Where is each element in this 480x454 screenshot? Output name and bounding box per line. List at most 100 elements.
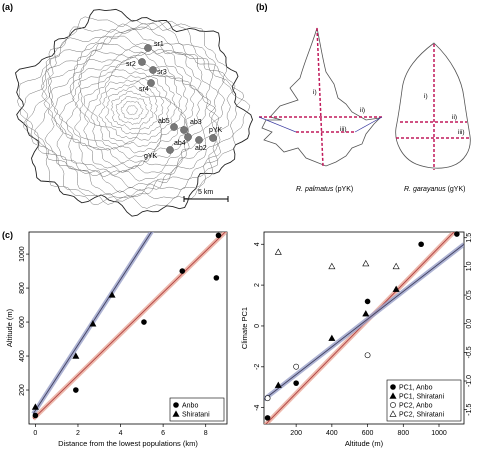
y2-tick-label: 0.5 bbox=[466, 290, 473, 300]
legend-box bbox=[169, 397, 225, 422]
data-point bbox=[215, 232, 222, 239]
y-tick-label: 4 bbox=[254, 242, 261, 246]
leaf-right-mark-iii: iii) bbox=[458, 129, 465, 136]
site-marker-sr2 bbox=[138, 58, 146, 66]
scale-bar: 5 km bbox=[183, 189, 229, 202]
altitude-distance-plot: 0 2 4 6 8 200 400 600 800 1000 Distance from the l… bbox=[5, 231, 228, 448]
leaf-left-mark-iii: iii) bbox=[340, 126, 347, 133]
scale-bar-label: 5 km bbox=[198, 189, 213, 196]
leaf-right-species: R. garayanus bbox=[404, 186, 446, 193]
y-tick-label: 600 bbox=[19, 316, 26, 328]
leaf-garayanus: i) ii) iii) bbox=[395, 42, 471, 170]
data-point bbox=[32, 412, 39, 419]
site-label-pYK: pYK bbox=[209, 127, 223, 134]
y2-tick-label: -1.0 bbox=[466, 375, 473, 387]
data-point bbox=[108, 291, 116, 298]
site-label-sr4: sr4 bbox=[139, 86, 149, 93]
data-point bbox=[293, 363, 300, 370]
x-tick-label: 2 bbox=[76, 430, 80, 437]
map-sites: sr1 sr2 sr3 sr4 ab5 ab3 ab4 ab2 pYK gYK bbox=[126, 41, 223, 160]
legend-label: PC2, Shiratani bbox=[399, 412, 445, 419]
contour-line bbox=[115, 96, 149, 125]
contour-line bbox=[74, 56, 189, 164]
site-marker-pYK bbox=[209, 134, 217, 142]
leaf-right-suffix: (gYK) bbox=[446, 186, 466, 193]
leaf-left-mark-i: i) bbox=[313, 89, 317, 96]
y-tick-label: -2 bbox=[254, 364, 261, 370]
legend-label: Shiratani bbox=[182, 412, 210, 419]
site-marker-ab5 bbox=[170, 123, 178, 131]
legend-marker bbox=[389, 410, 397, 417]
data-point bbox=[454, 231, 460, 237]
contour-line bbox=[120, 100, 144, 120]
y-tick-label: 1000 bbox=[19, 246, 26, 262]
contour-line bbox=[87, 75, 178, 148]
contour-line bbox=[50, 42, 217, 182]
contour-line bbox=[98, 81, 165, 140]
leaf-right-caption: R. garayanus (gYK) bbox=[404, 186, 465, 193]
legend-label: PC1, Shiratani bbox=[399, 394, 445, 401]
site-label-sr3: sr3 bbox=[157, 69, 167, 76]
legend-marker bbox=[389, 392, 397, 399]
contour-line bbox=[110, 90, 154, 130]
y2-tick-label: 1.5 bbox=[466, 233, 473, 243]
data-point bbox=[141, 319, 147, 325]
site-marker-sr3 bbox=[149, 66, 157, 74]
y-tick-label: 400 bbox=[19, 350, 26, 362]
leaf-right-mark-i: i) bbox=[424, 93, 428, 100]
site-marker-ab4 bbox=[184, 133, 192, 141]
contour-line bbox=[83, 69, 183, 154]
plot-frame bbox=[263, 231, 465, 425]
x-tick-label: 600 bbox=[362, 430, 374, 437]
data-point bbox=[328, 334, 336, 341]
site-marker-sr4 bbox=[147, 79, 155, 87]
site-marker-gYK bbox=[166, 146, 174, 154]
y-tick-label: 2 bbox=[254, 283, 261, 287]
y2-tick-label: 0.0 bbox=[466, 319, 473, 329]
site-marker-ab3 bbox=[180, 126, 188, 134]
contour-line bbox=[14, 8, 253, 217]
contour-line bbox=[20, 20, 245, 205]
x-tick-label: 8 bbox=[204, 430, 208, 437]
x-tick-label: 800 bbox=[397, 430, 409, 437]
y-axis-label: Altitude (m) bbox=[5, 308, 14, 347]
site-label-gYK: gYK bbox=[144, 153, 158, 160]
data-point bbox=[362, 259, 370, 267]
climate-pc-plot: 200 400 600 800 1000 -4 -2 0 2 4 -1.5 -1.0 -0.5 0.0 0.… bbox=[240, 231, 473, 448]
site-label-ab4: ab4 bbox=[174, 140, 186, 147]
contour-line bbox=[65, 52, 195, 169]
data-point bbox=[213, 275, 220, 281]
site-label-ab3: ab3 bbox=[190, 119, 202, 126]
leaf-left-caption: R. palmatus (pYK) bbox=[296, 186, 353, 193]
fit-line bbox=[264, 243, 464, 400]
y-tick-label: -4 bbox=[254, 404, 261, 410]
site-label-ab2: ab2 bbox=[195, 145, 207, 152]
x-tick-label: 0 bbox=[33, 430, 37, 437]
data-point bbox=[392, 285, 400, 292]
data-point bbox=[364, 352, 371, 359]
data-point bbox=[364, 298, 371, 305]
y2-tick-label: 1.0 bbox=[466, 261, 473, 271]
y-tick-label: 200 bbox=[19, 384, 26, 396]
legend-marker bbox=[390, 384, 396, 390]
data-point bbox=[264, 415, 271, 421]
contour-line bbox=[59, 49, 204, 173]
x-tick-label: 6 bbox=[161, 430, 165, 437]
panel-c-label: (c) bbox=[2, 230, 13, 240]
x-tick-label: 400 bbox=[326, 430, 338, 437]
x-tick-label: 200 bbox=[290, 430, 302, 437]
data-point bbox=[293, 380, 299, 386]
contour-line bbox=[17, 16, 251, 209]
data-point bbox=[73, 387, 79, 393]
data-point bbox=[31, 403, 39, 410]
data-point bbox=[274, 381, 282, 388]
leaf-left-mark-ii: ii) bbox=[360, 107, 365, 114]
y-tick-label: 0 bbox=[254, 324, 261, 328]
plot-frame bbox=[28, 231, 228, 425]
contour-line bbox=[34, 23, 225, 197]
legend-label: PC1, Anbo bbox=[399, 385, 433, 392]
x-tick-label: 4 bbox=[119, 430, 123, 437]
site-label-ab5: ab5 bbox=[158, 118, 170, 125]
legend-marker bbox=[172, 410, 180, 417]
